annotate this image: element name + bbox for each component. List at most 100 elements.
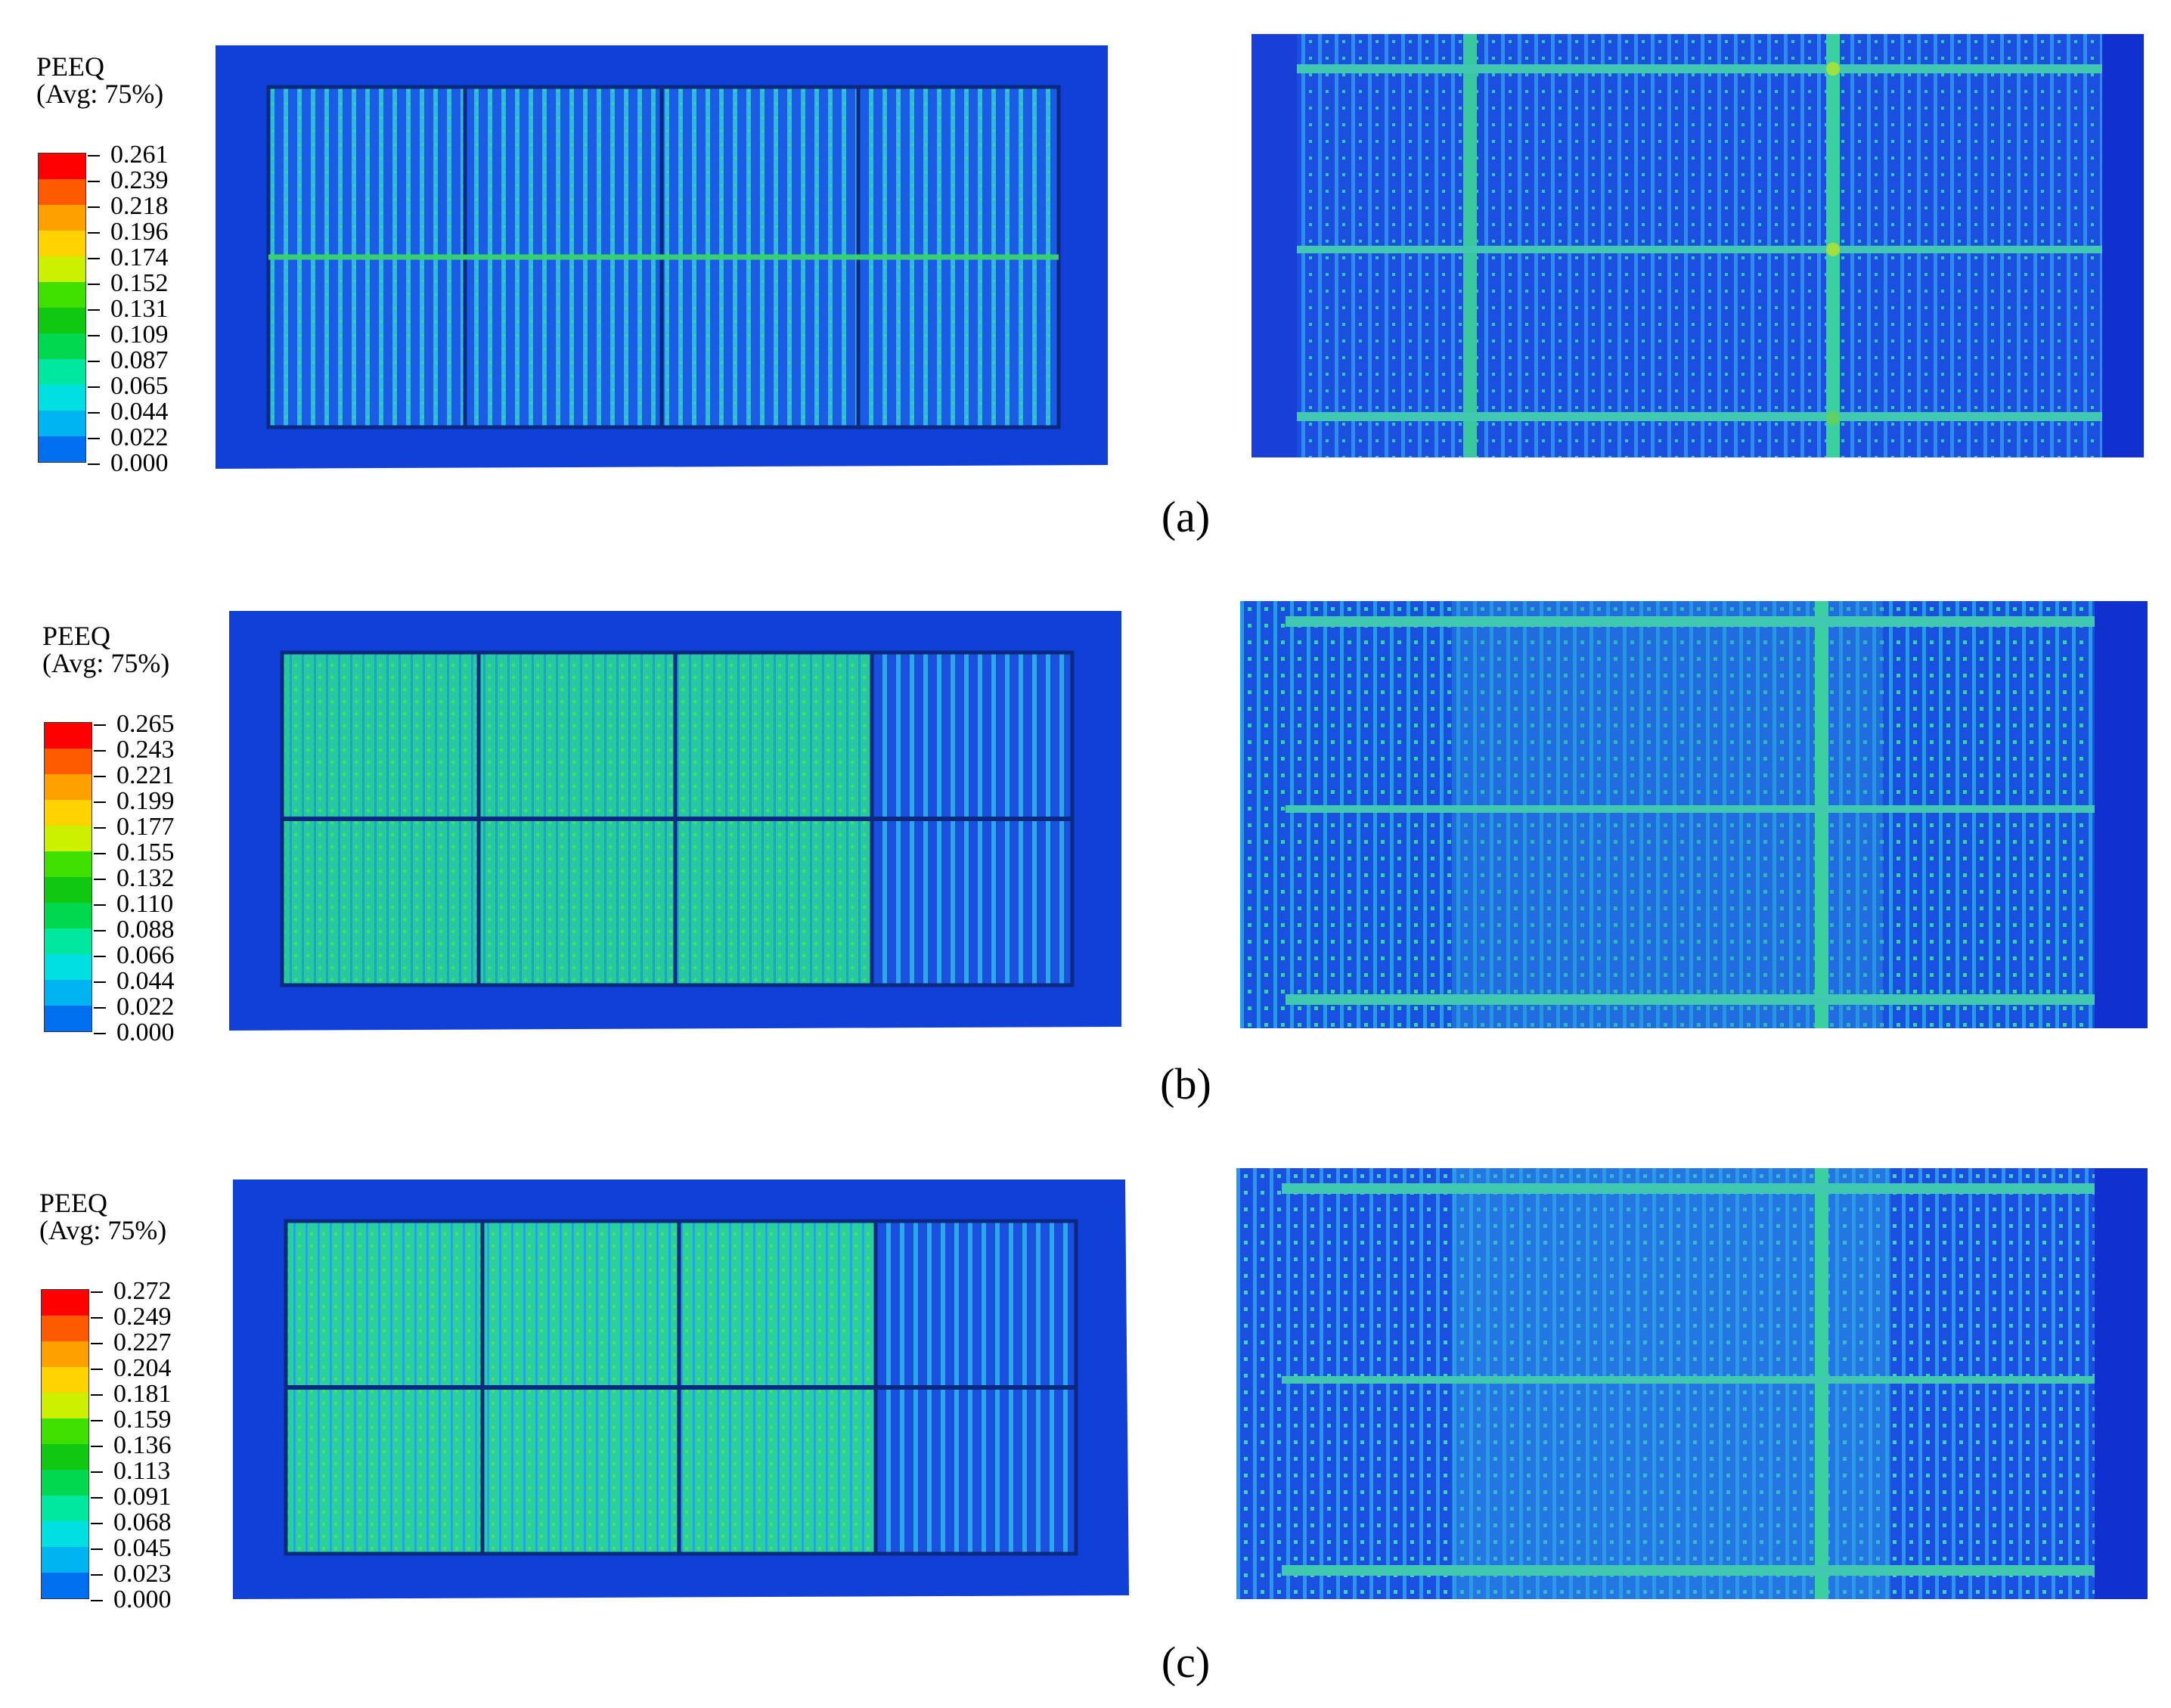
color-swatch bbox=[45, 903, 91, 928]
legend-tick-label: 0.243 bbox=[94, 737, 175, 763]
legend-tick-label: 0.221 bbox=[94, 763, 175, 789]
legend-tick-label: 0.272 bbox=[91, 1279, 172, 1304]
legend-tick-label: 0.152 bbox=[88, 271, 169, 296]
color-swatch bbox=[45, 826, 91, 851]
panel-row-b: PEEQ (Avg: 75%) 0.265 0.243 0.221 0.199 … bbox=[0, 567, 2171, 1127]
color-swatch bbox=[42, 1316, 88, 1341]
panel-label: (b) bbox=[1160, 1059, 1211, 1108]
legend-title: PEEQ bbox=[42, 621, 110, 651]
legend-tick-label: 0.199 bbox=[94, 789, 175, 814]
color-swatch bbox=[39, 231, 85, 256]
color-swatch bbox=[42, 1444, 88, 1470]
color-swatch bbox=[42, 1547, 88, 1573]
contour-plot-front bbox=[216, 45, 1108, 473]
color-bar bbox=[41, 1289, 89, 1599]
legend-tick-label: 0.109 bbox=[88, 322, 169, 348]
legend-b: PEEQ (Avg: 75%) 0.265 0.243 0.221 0.199 … bbox=[42, 621, 231, 1046]
legend-tick-label: 0.113 bbox=[91, 1458, 172, 1484]
contour-plot-front bbox=[233, 1179, 1129, 1603]
color-swatch bbox=[45, 800, 91, 826]
color-swatch bbox=[39, 256, 85, 282]
legend-tick-label: 0.044 bbox=[88, 399, 169, 425]
legend-subtitle: (Avg: 75%) bbox=[36, 79, 164, 109]
legend-tick-label: 0.218 bbox=[88, 194, 169, 219]
legend-ticks: 0.272 0.249 0.227 0.204 0.181 0.159 0.13… bbox=[91, 1279, 172, 1613]
legend-tick-label: 0.110 bbox=[94, 891, 175, 917]
legend-tick-label: 0.000 bbox=[91, 1587, 172, 1613]
legend-c: PEEQ (Avg: 75%) 0.272 0.249 0.227 0.204 … bbox=[39, 1188, 228, 1613]
color-swatch bbox=[45, 749, 91, 774]
color-swatch bbox=[45, 851, 91, 877]
color-bar bbox=[44, 722, 92, 1032]
legend-tick-label: 0.265 bbox=[94, 711, 175, 737]
legend-a: PEEQ (Avg: 75%) 0.261 0.239 0.218 0.196 … bbox=[36, 51, 225, 476]
color-swatch bbox=[45, 954, 91, 980]
legend-title: PEEQ bbox=[39, 1188, 107, 1218]
legend-tick-label: 0.181 bbox=[91, 1381, 172, 1407]
legend-title: PEEQ bbox=[36, 51, 104, 82]
legend-tick-label: 0.087 bbox=[88, 348, 169, 374]
color-swatch bbox=[42, 1341, 88, 1367]
legend-ticks: 0.261 0.239 0.218 0.196 0.174 0.152 0.13… bbox=[88, 142, 169, 476]
color-swatch bbox=[39, 385, 85, 411]
color-swatch bbox=[39, 205, 85, 231]
legend-tick-label: 0.045 bbox=[91, 1536, 172, 1561]
legend-ticks: 0.265 0.243 0.221 0.199 0.177 0.155 0.13… bbox=[94, 711, 175, 1046]
color-swatch bbox=[45, 1006, 91, 1031]
legend-tick-label: 0.136 bbox=[91, 1433, 172, 1458]
legend-tick-label: 0.091 bbox=[91, 1484, 172, 1510]
contour-plot-back bbox=[1251, 34, 2144, 465]
legend-tick-label: 0.159 bbox=[91, 1407, 172, 1433]
color-swatch bbox=[42, 1290, 88, 1316]
panel-label: (c) bbox=[1161, 1638, 1211, 1687]
color-swatch bbox=[39, 436, 85, 462]
color-swatch bbox=[39, 153, 85, 179]
color-swatch bbox=[45, 877, 91, 903]
legend-tick-label: 0.022 bbox=[94, 994, 175, 1020]
legend-tick-label: 0.000 bbox=[88, 451, 169, 476]
legend-tick-label: 0.023 bbox=[91, 1561, 172, 1587]
color-swatch bbox=[39, 308, 85, 333]
color-swatch bbox=[42, 1367, 88, 1393]
legend-tick-label: 0.132 bbox=[94, 866, 175, 891]
legend-tick-label: 0.066 bbox=[94, 943, 175, 969]
contour-plot-back bbox=[1240, 601, 2148, 1036]
legend-tick-label: 0.065 bbox=[88, 374, 169, 399]
legend-tick-label: 0.196 bbox=[88, 219, 169, 245]
legend-tick-label: 0.261 bbox=[88, 142, 169, 168]
legend-subtitle: (Avg: 75%) bbox=[39, 1215, 167, 1245]
color-swatch bbox=[45, 774, 91, 800]
contour-plot-front bbox=[229, 611, 1121, 1034]
legend-subtitle: (Avg: 75%) bbox=[42, 648, 170, 678]
legend-tick-label: 0.227 bbox=[91, 1330, 172, 1356]
color-swatch bbox=[42, 1393, 88, 1418]
legend-tick-label: 0.000 bbox=[94, 1020, 175, 1046]
color-swatch bbox=[39, 411, 85, 436]
color-swatch bbox=[42, 1521, 88, 1547]
color-swatch bbox=[39, 333, 85, 359]
color-swatch bbox=[42, 1470, 88, 1496]
color-swatch bbox=[45, 980, 91, 1006]
legend-tick-label: 0.088 bbox=[94, 917, 175, 943]
legend-tick-label: 0.068 bbox=[91, 1510, 172, 1536]
legend-tick-label: 0.249 bbox=[91, 1304, 172, 1330]
legend-tick-label: 0.174 bbox=[88, 245, 169, 271]
color-bar bbox=[38, 153, 86, 463]
color-swatch bbox=[45, 723, 91, 749]
legend-tick-label: 0.155 bbox=[94, 840, 175, 866]
legend-tick-label: 0.044 bbox=[94, 969, 175, 994]
color-swatch bbox=[45, 928, 91, 954]
legend-tick-label: 0.204 bbox=[91, 1356, 172, 1381]
legend-tick-label: 0.239 bbox=[88, 168, 169, 194]
color-swatch bbox=[39, 179, 85, 205]
color-swatch bbox=[39, 282, 85, 308]
legend-tick-label: 0.131 bbox=[88, 296, 169, 322]
legend-tick-label: 0.022 bbox=[88, 425, 169, 451]
panel-row-c: PEEQ (Avg: 75%) 0.272 0.249 0.227 0.204 … bbox=[0, 1134, 2171, 1708]
color-swatch bbox=[42, 1496, 88, 1521]
contour-plot-back bbox=[1236, 1168, 2148, 1607]
color-swatch bbox=[42, 1418, 88, 1444]
legend-tick-label: 0.177 bbox=[94, 814, 175, 840]
panel-row-a: PEEQ (Avg: 75%) 0.261 0.239 0.218 0.196 … bbox=[0, 0, 2171, 560]
color-swatch bbox=[42, 1573, 88, 1598]
